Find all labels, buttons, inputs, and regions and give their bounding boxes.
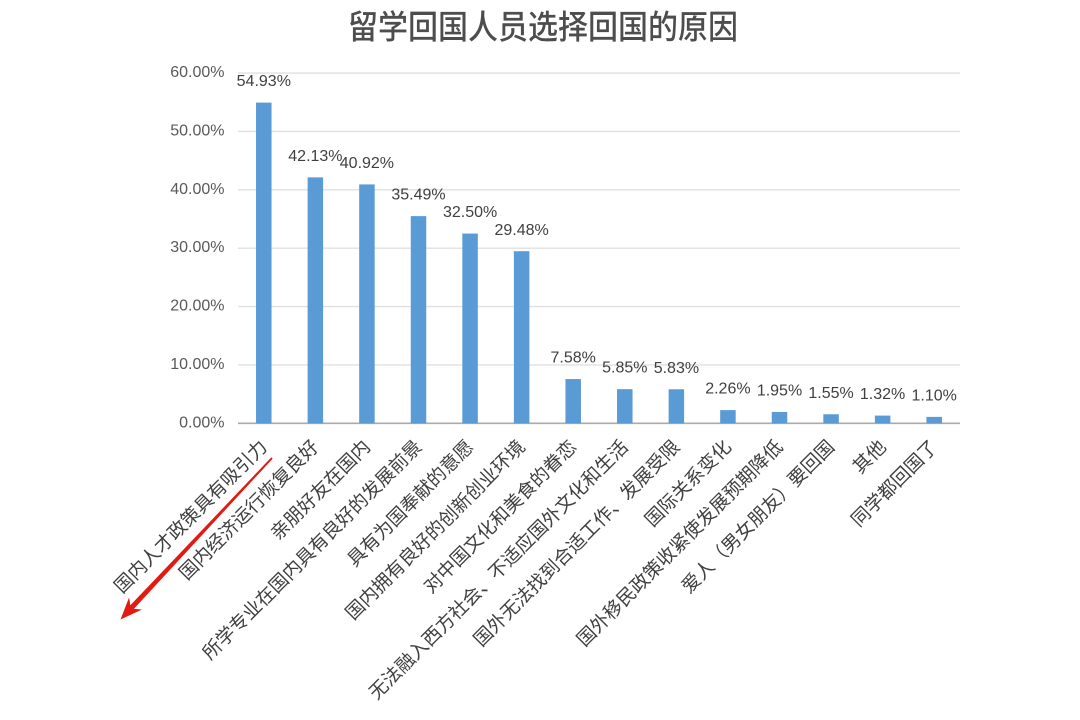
svg-text:1.10%: 1.10% <box>912 388 957 405</box>
svg-text:2.26%: 2.26% <box>705 381 750 398</box>
svg-text:0.00%: 0.00% <box>179 414 224 431</box>
svg-text:5.85%: 5.85% <box>602 360 647 377</box>
svg-text:42.13%: 42.13% <box>288 148 342 165</box>
svg-text:20.00%: 20.00% <box>170 298 224 315</box>
svg-text:30.00%: 30.00% <box>170 239 224 256</box>
svg-text:29.48%: 29.48% <box>494 222 548 239</box>
svg-text:1.95%: 1.95% <box>757 383 802 400</box>
svg-text:35.49%: 35.49% <box>391 187 445 204</box>
svg-text:60.00%: 60.00% <box>170 64 224 81</box>
svg-text:1.55%: 1.55% <box>808 385 853 402</box>
svg-text:10.00%: 10.00% <box>170 356 224 373</box>
svg-text:32.50%: 32.50% <box>443 204 497 221</box>
svg-text:50.00%: 50.00% <box>170 122 224 139</box>
svg-text:5.83%: 5.83% <box>654 360 699 377</box>
svg-text:1.32%: 1.32% <box>860 386 905 403</box>
svg-text:7.58%: 7.58% <box>551 350 596 367</box>
svg-text:40.00%: 40.00% <box>170 181 224 198</box>
svg-text:40.92%: 40.92% <box>340 155 394 172</box>
svg-text:54.93%: 54.93% <box>237 73 291 90</box>
